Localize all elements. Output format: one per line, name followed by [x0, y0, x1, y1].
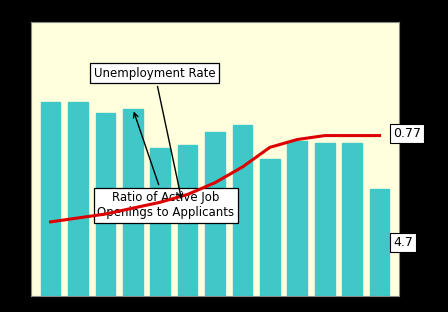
Text: 0.77: 0.77: [393, 127, 421, 140]
Bar: [288, 141, 307, 296]
Bar: [260, 159, 280, 296]
Bar: [315, 143, 335, 296]
Bar: [342, 143, 362, 296]
Text: Ratio of Active Job
Openings to Applicants: Ratio of Active Job Openings to Applican…: [97, 113, 234, 219]
Bar: [68, 102, 88, 296]
Bar: [151, 148, 170, 296]
Bar: [205, 132, 225, 296]
Bar: [233, 125, 252, 296]
Bar: [41, 102, 60, 296]
Text: 4.7: 4.7: [393, 236, 413, 249]
Bar: [178, 145, 198, 296]
Bar: [370, 189, 389, 296]
Bar: [95, 113, 115, 296]
Bar: [123, 109, 142, 296]
Text: Unemployment Rate: Unemployment Rate: [94, 67, 215, 198]
